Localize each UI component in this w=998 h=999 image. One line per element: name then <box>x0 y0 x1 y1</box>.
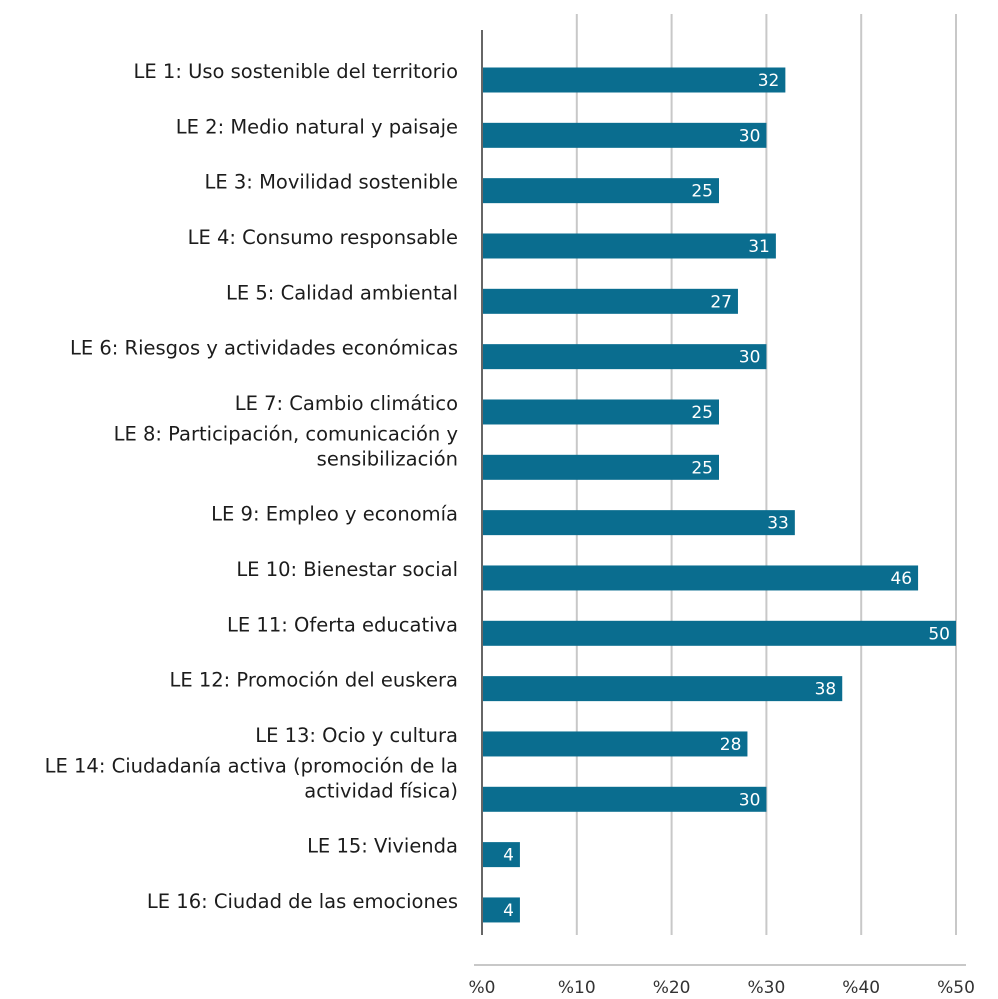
category-label-le-10: LE 10: Bienestar social <box>236 558 458 581</box>
data-label-le-13: 28 <box>720 735 742 755</box>
category-label-le-1: LE 1: Uso sostenible del territorio <box>134 60 458 83</box>
x-tick-label-20: %20 <box>653 978 691 998</box>
bar-le-3 <box>482 178 719 204</box>
category-label-le-13: LE 13: Ocio y cultura <box>255 724 458 747</box>
data-label-le-1: 32 <box>758 71 780 91</box>
category-label-le-5: LE 5: Calidad ambiental <box>226 281 458 304</box>
category-labels: LE 1: Uso sostenible del territorio LE 2:… <box>45 60 458 913</box>
category-label-le-7: LE 7: Cambio climático <box>235 392 458 415</box>
bar-le-9 <box>482 510 795 536</box>
category-label-le-8-line-1: LE 8: Participación, comunicación y <box>114 422 458 445</box>
category-label-le-4: LE 4: Consumo responsable <box>188 226 458 249</box>
data-label-le-10: 46 <box>890 569 912 589</box>
data-label-le-16: 4 <box>503 901 514 921</box>
bar-le-4 <box>482 233 776 259</box>
bar-le-11 <box>482 620 956 646</box>
category-label-le-14-line-1: LE 14: Ciudadanía activa (promoción de l… <box>45 754 458 777</box>
data-label-le-14: 30 <box>739 790 761 810</box>
x-tick-label-10: %10 <box>558 978 596 998</box>
data-label-le-5: 27 <box>710 292 732 312</box>
data-label-le-2: 30 <box>739 126 761 146</box>
data-labels: 32 30 25 31 27 30 25 25 33 46 50 38 28 30 4 4 <box>503 71 950 921</box>
bar-le-2 <box>482 122 767 148</box>
bar-le-1 <box>482 67 786 93</box>
bar-le-7 <box>482 399 719 425</box>
grid-lines <box>575 14 957 935</box>
x-tick-label-30: %30 <box>748 978 786 998</box>
data-label-le-7: 25 <box>691 403 713 423</box>
data-label-le-11: 50 <box>928 624 950 644</box>
x-tick-label-0: %0 <box>469 978 496 998</box>
data-label-le-3: 25 <box>691 182 713 202</box>
bar-le-14 <box>482 786 767 812</box>
bar-le-15 <box>482 842 520 868</box>
data-label-le-8: 25 <box>691 458 713 478</box>
category-label-le-16: LE 16: Ciudad de las emociones <box>147 890 458 913</box>
bar-le-10 <box>482 565 919 591</box>
bar-le-8 <box>482 454 719 480</box>
bars <box>482 67 956 923</box>
data-label-le-9: 33 <box>767 514 789 534</box>
data-label-le-6: 30 <box>739 348 761 368</box>
category-label-le-14-line-2: actividad física) <box>304 779 458 802</box>
bar-le-16 <box>482 897 520 923</box>
category-label-le-12: LE 12: Promoción del euskera <box>169 669 458 692</box>
data-label-le-15: 4 <box>503 846 514 866</box>
x-tick-label-50: %50 <box>937 978 975 998</box>
category-label-le-15: LE 15: Vivienda <box>307 835 458 858</box>
axes <box>474 30 966 966</box>
bar-le-6 <box>482 344 767 370</box>
data-label-le-4: 31 <box>748 237 770 257</box>
category-label-le-2: LE 2: Medio natural y paisaje <box>176 115 458 138</box>
bar-le-5 <box>482 288 738 314</box>
data-label-le-12: 38 <box>815 680 837 700</box>
category-label-le-6: LE 6: Riesgos y actividades económicas <box>70 337 458 360</box>
x-tick-label-40: %40 <box>842 978 880 998</box>
category-label-le-9: LE 9: Empleo y economía <box>211 503 458 526</box>
bar-le-13 <box>482 731 748 757</box>
category-label-le-8-line-2: sensibilización <box>317 447 458 470</box>
category-label-le-11: LE 11: Oferta educativa <box>227 613 458 636</box>
bar-le-12 <box>482 676 843 702</box>
category-label-le-3: LE 3: Movilidad sostenible <box>205 171 458 194</box>
x-tick-labels: %0 %10 %20 %30 %40 %50 <box>469 978 975 998</box>
